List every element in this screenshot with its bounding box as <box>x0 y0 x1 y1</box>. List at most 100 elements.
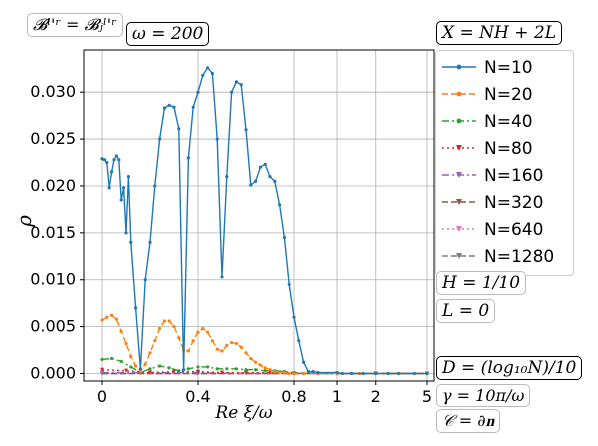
data-point <box>292 371 296 376</box>
data-point <box>340 371 344 376</box>
data-point <box>110 313 114 317</box>
data-point <box>225 367 229 371</box>
data-point <box>119 198 123 202</box>
data-point <box>114 154 118 158</box>
data-point <box>167 366 171 370</box>
data-point <box>105 160 109 165</box>
data-point <box>230 340 234 345</box>
series-n-10 <box>100 66 429 376</box>
data-point <box>244 351 248 355</box>
data-point <box>129 355 133 359</box>
data-point <box>122 186 126 190</box>
data-point <box>148 367 152 371</box>
data-point <box>254 179 258 183</box>
y-tick-label: 0.025 <box>30 129 76 148</box>
data-point <box>182 368 186 372</box>
data-point <box>425 371 429 376</box>
legend-marker <box>456 199 462 205</box>
data-point <box>258 165 262 169</box>
data-point <box>143 362 147 366</box>
data-point <box>119 329 123 333</box>
legend-marker <box>456 226 462 232</box>
data-point <box>244 368 248 372</box>
data-point <box>102 158 106 162</box>
data-point <box>234 341 238 346</box>
data-point <box>258 363 262 367</box>
x-tick-label: 0.8 <box>281 387 306 406</box>
data-point <box>100 370 104 375</box>
legend-label: N=20 <box>484 85 533 105</box>
legend-entry: N=20 <box>442 85 533 105</box>
data-point <box>268 174 272 179</box>
data-point <box>210 71 214 76</box>
data-point <box>167 103 171 107</box>
data-point <box>201 73 205 77</box>
data-point <box>153 339 157 343</box>
data-point <box>196 369 200 374</box>
legend-marker <box>456 64 462 70</box>
data-point <box>191 105 195 109</box>
data-point <box>297 339 301 343</box>
data-point <box>206 365 210 369</box>
data-point <box>386 371 390 376</box>
data-point <box>162 319 166 323</box>
data-point <box>148 370 152 375</box>
data-point <box>124 368 128 373</box>
l-definition-annotation: L = 0 <box>436 299 496 323</box>
y-tick-label: 0.015 <box>30 223 76 242</box>
data-point <box>282 235 286 240</box>
data-point <box>287 371 291 376</box>
legend: N=10 N=20 N=40 N=80 N=160 N=320 N=640 N=1280 <box>435 50 574 276</box>
data-point <box>158 364 162 368</box>
legend-marker <box>456 91 462 97</box>
h-definition-annotation: H = 1/10 <box>436 271 527 295</box>
ticks-layer: 0 0.4 0.8 1 2 5 0.000 0.005 0.010 0.015 0.020 0.025… <box>30 82 432 406</box>
gamma-definition-annotation: γ = 10π/ω <box>436 384 531 407</box>
data-point <box>215 347 219 351</box>
data-point <box>302 371 306 376</box>
series-line <box>101 314 427 375</box>
x-definition-annotation: X = NH + 2L <box>436 21 563 45</box>
x-tick-label: 2 <box>371 387 381 406</box>
data-point <box>134 364 138 368</box>
legend-entry: N=40 <box>442 112 533 132</box>
x-tick-label: 0.4 <box>185 387 210 406</box>
x-axis-label: Re ξ/ω <box>214 403 272 423</box>
data-point <box>143 278 147 282</box>
data-point <box>110 170 114 174</box>
series-n-20 <box>100 313 429 376</box>
data-point <box>124 341 128 346</box>
data-point <box>167 319 171 323</box>
data-point <box>306 370 310 374</box>
data-point <box>254 360 258 364</box>
data-point <box>191 339 195 343</box>
data-point <box>172 105 176 109</box>
data-point <box>335 370 339 375</box>
data-point <box>234 80 238 84</box>
data-point <box>177 369 181 373</box>
x-tick-label: 0 <box>97 387 107 406</box>
data-point <box>234 367 238 371</box>
data-point <box>239 83 243 87</box>
data-point <box>244 128 248 132</box>
data-point <box>239 345 243 349</box>
data-point <box>396 371 401 376</box>
legend-marker <box>456 253 462 259</box>
data-point <box>100 157 104 161</box>
data-point <box>105 315 109 319</box>
legend-marker <box>456 172 462 178</box>
data-point <box>138 367 142 371</box>
data-point <box>263 366 267 370</box>
legend-entry: N=10 <box>442 58 533 78</box>
x-tick-label: 5 <box>422 387 432 406</box>
data-point <box>117 158 121 162</box>
data-point <box>148 351 152 355</box>
y-axis-label: ρ <box>12 215 36 228</box>
data-point <box>292 315 296 319</box>
data-point <box>177 127 181 131</box>
data-point <box>220 370 224 375</box>
legend-label: N=320 <box>484 193 543 213</box>
legend-label: N=160 <box>484 166 543 186</box>
data-point <box>278 370 282 375</box>
